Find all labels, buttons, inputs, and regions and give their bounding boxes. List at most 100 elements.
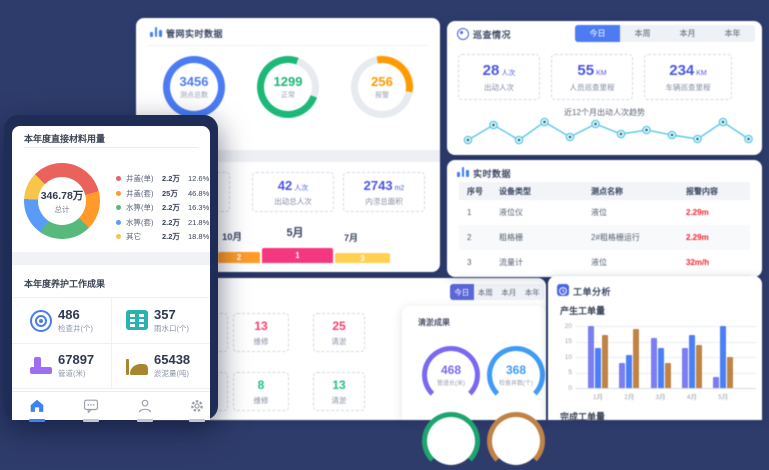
gauge-label: 管道长(米) (437, 381, 465, 387)
work-stat-box: 25 清淤 (313, 313, 365, 352)
legend-item: 其它 2.2万 18.8% (116, 229, 209, 244)
y-tick-label: 15 (564, 338, 572, 345)
stat-label: 人员巡查里程 (569, 82, 615, 92)
table-cell: 液位仪 (499, 208, 523, 217)
x-tick-label: 3月 (655, 394, 666, 401)
stat-label: 清淤 (331, 336, 347, 346)
ring-chart: 256 报警 (351, 56, 413, 118)
bar (595, 347, 601, 388)
table-row: 1 液位仪 液位 2.29m (459, 200, 750, 226)
legend-item: 水箅(套) 2.2万 21.8% (116, 215, 209, 230)
arc-gauge (487, 412, 545, 470)
table-cell: 3 (467, 258, 472, 267)
trend-title: 近12个月出动人次趋势 (564, 108, 645, 117)
legend-label: 井盖(单) (126, 174, 154, 183)
legend-pct: 16.3% (188, 203, 210, 213)
tab-本月[interactable]: 本月 (501, 287, 517, 297)
month-label: 10月 (221, 232, 243, 243)
tab-本周[interactable]: 本周 (477, 287, 493, 297)
stat-label: 淤泥量(吨) (154, 369, 189, 378)
y-tick-label: 10 (564, 353, 572, 361)
table-cell: 1 (467, 208, 472, 217)
settings-icon (191, 400, 203, 412)
legend-pct: 21.8% (188, 217, 210, 227)
stat-value: 2743 m2 (363, 177, 405, 193)
bar (650, 338, 657, 388)
bar (688, 335, 695, 388)
clock-icon (557, 284, 569, 296)
arc-gauge (422, 412, 480, 470)
ring-chart: 3456 测点总数 (163, 56, 225, 118)
table-cell: 2 (467, 233, 472, 242)
grid-border (12, 388, 210, 389)
stat-value: 357 (154, 307, 176, 322)
stat-box: 28 人次 出动人次 (458, 54, 540, 100)
bar (713, 377, 720, 388)
table-cell: 流量计 (499, 258, 523, 267)
stat-label: 内涝总面积 (365, 196, 403, 206)
tab-今日[interactable]: 今日 (450, 284, 474, 300)
x-tick-label: 2月 (624, 394, 635, 401)
legend-item: 井盖(套) 25万 46.8% (116, 186, 209, 201)
stat-unit: m2 (394, 184, 405, 192)
tab-本年[interactable]: 本年 (724, 29, 741, 38)
ring-value: 1299 (273, 74, 303, 89)
nav-home[interactable] (28, 397, 48, 422)
dashboard-background: 管网实时数据 3456 测点总数 1299 正常 256 报警 42 人次 出动总人次 2743… (4, 18, 762, 470)
x-tick-label: 4月 (686, 394, 697, 401)
divider (148, 45, 428, 46)
gauge-value: 368 (505, 363, 527, 377)
bar (626, 355, 633, 388)
x-tick-label: 5月 (718, 394, 729, 401)
arc-gauge: 468 管道长(米) (422, 346, 480, 404)
gauge-text: 368 检查井数(个) (487, 346, 545, 404)
legend-pct: 46.8% (188, 188, 210, 198)
bar (588, 326, 594, 388)
silt-icon (126, 355, 148, 377)
stat-value: 55 KM (577, 61, 607, 79)
patrol-period-tabs: 今日 本周 本月 本年 (575, 25, 755, 42)
tab-今日[interactable]: 今日 (575, 25, 620, 42)
tab-本月[interactable]: 本月 (679, 29, 696, 38)
inspection-well-icon (30, 310, 52, 332)
bar (619, 363, 626, 388)
panel-title: 实时数据 (473, 169, 512, 179)
legend-item: 井盖(单) 2.2万 12.6% (116, 171, 209, 186)
legend-value: 2.2万 (162, 174, 180, 183)
table-cell: 液位 (591, 208, 607, 217)
table-cell: 2.29m (686, 233, 709, 242)
gauge-label: 检查井数(个) (499, 381, 533, 387)
chart1-title: 产生工单量 (560, 306, 606, 316)
column-header: 设备类型 (499, 186, 531, 196)
nav-messages[interactable] (82, 397, 102, 422)
table-cell: 液位 (591, 258, 607, 267)
nav-profile[interactable] (136, 397, 156, 422)
stat-value: 486 (58, 307, 80, 322)
legend-label: 水箅(单) (126, 203, 154, 213)
table-cell: 2.29m (686, 208, 709, 217)
tab-本年[interactable]: 本年 (524, 287, 540, 297)
bar (720, 326, 727, 388)
legend-dot (116, 234, 121, 240)
ring-text: 256 报警 (351, 56, 413, 118)
tab-本周[interactable]: 本周 (634, 29, 651, 38)
work-stat-box: 8 维修 (233, 372, 289, 411)
legend-label: 其它 (126, 232, 141, 242)
axis-line (576, 388, 756, 389)
donut-total-value: 346.78万 (40, 189, 84, 202)
ring-label: 正常 (281, 92, 295, 99)
nav-settings[interactable] (188, 397, 208, 422)
legend-dot (116, 205, 121, 211)
stat-unit: KM (696, 69, 707, 77)
stat-value: 13 (254, 318, 268, 333)
stat-unit: 人次 (294, 184, 309, 192)
material-donut-chart: 346.78万 总计 (24, 163, 100, 239)
stat-value: 8 (257, 377, 265, 392)
gridline (576, 341, 756, 343)
column-header: 序号 (467, 186, 483, 196)
ring-chart: 1299 正常 (257, 56, 319, 118)
bar (664, 363, 671, 388)
maintenance-panel-title: 本年度养护工作成果 (24, 279, 106, 289)
realtime-table-panel: 实时数据 序号 设备类型 测点名称 报警内容 1 液位仪 液位 2.29m 2 粗格栅 2#粗格栅运… (447, 160, 762, 277)
month-label: 7月 (343, 233, 359, 243)
